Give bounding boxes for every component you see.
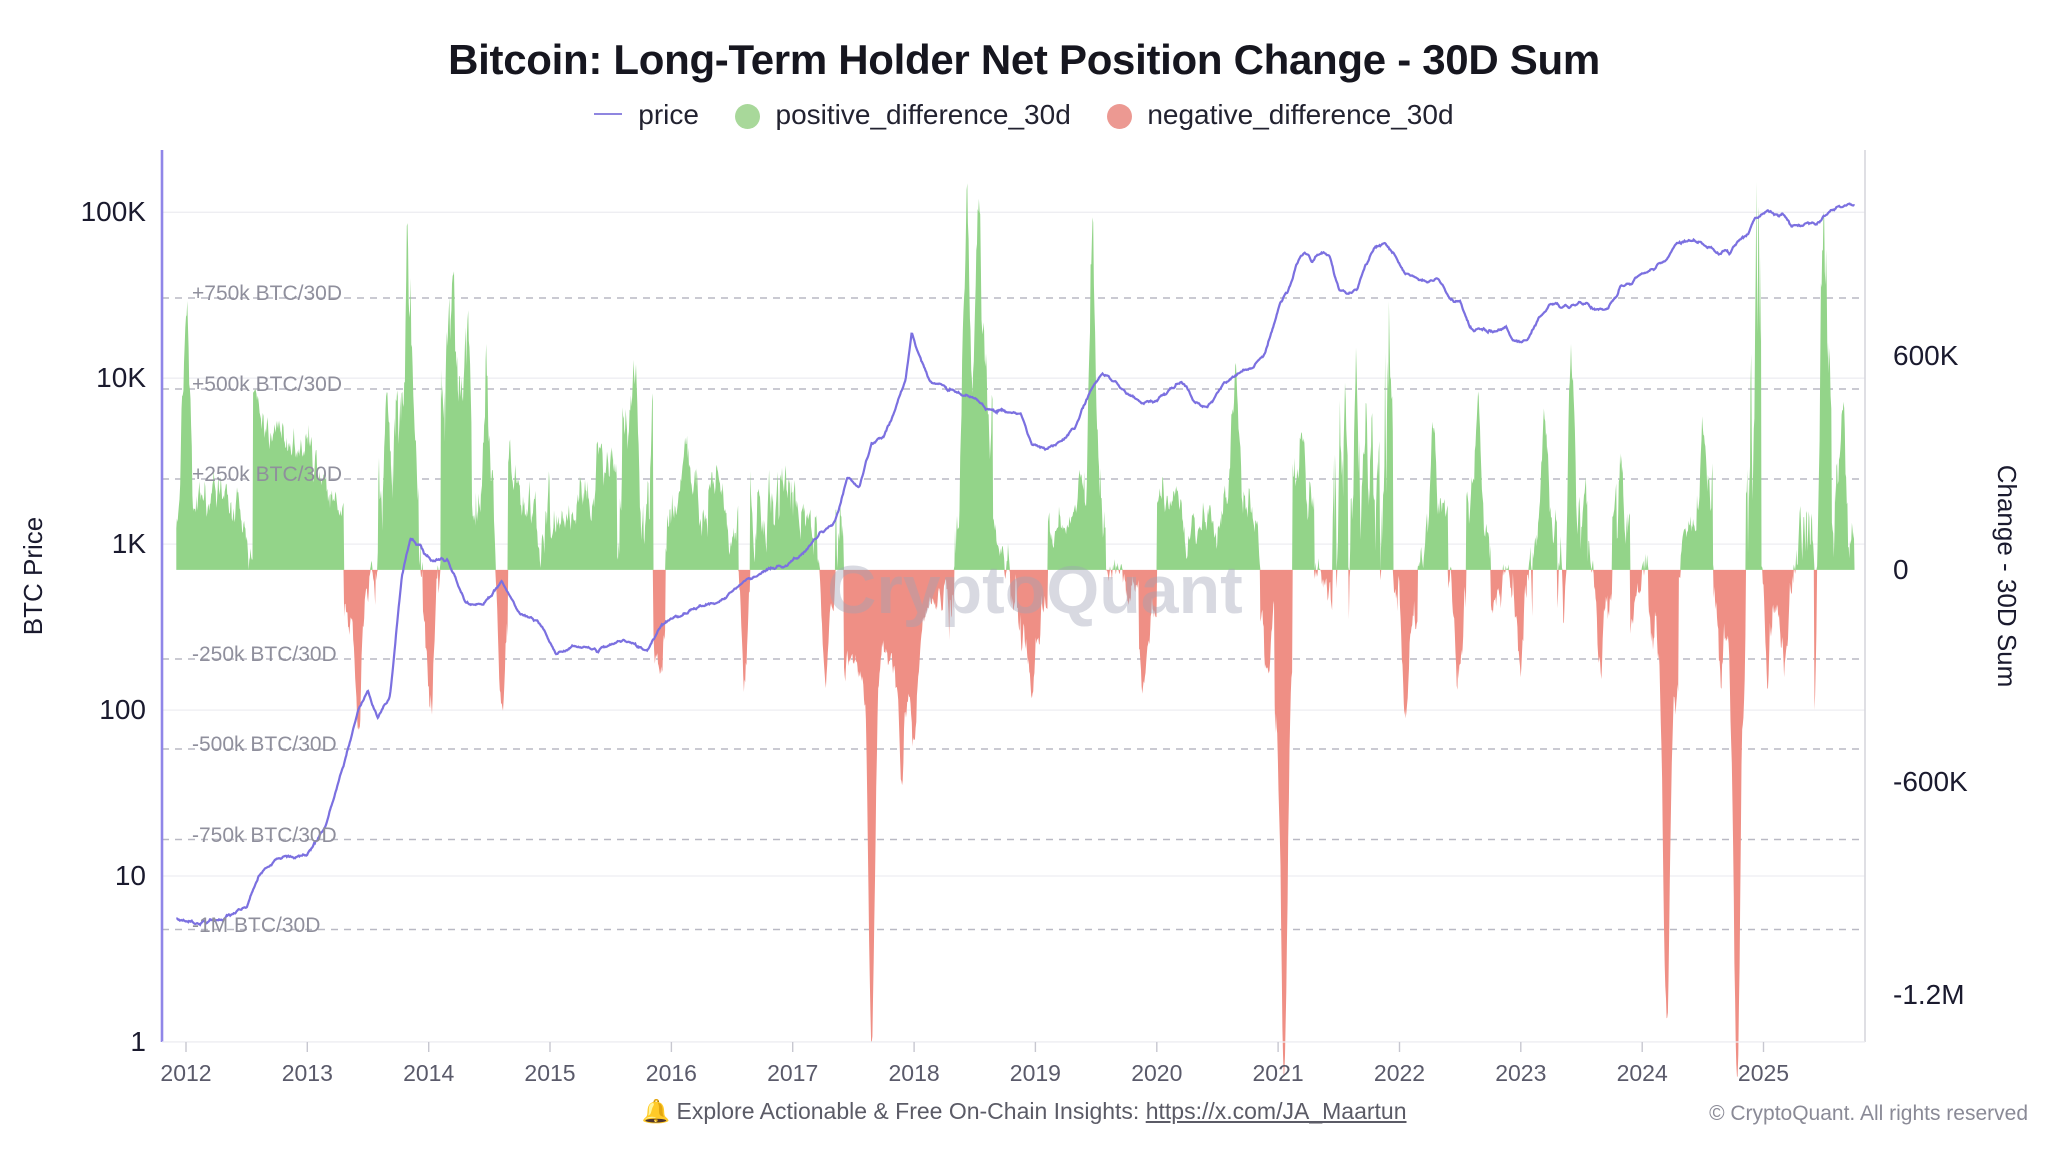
svg-text:CryptoQuant: CryptoQuant (827, 552, 1243, 628)
